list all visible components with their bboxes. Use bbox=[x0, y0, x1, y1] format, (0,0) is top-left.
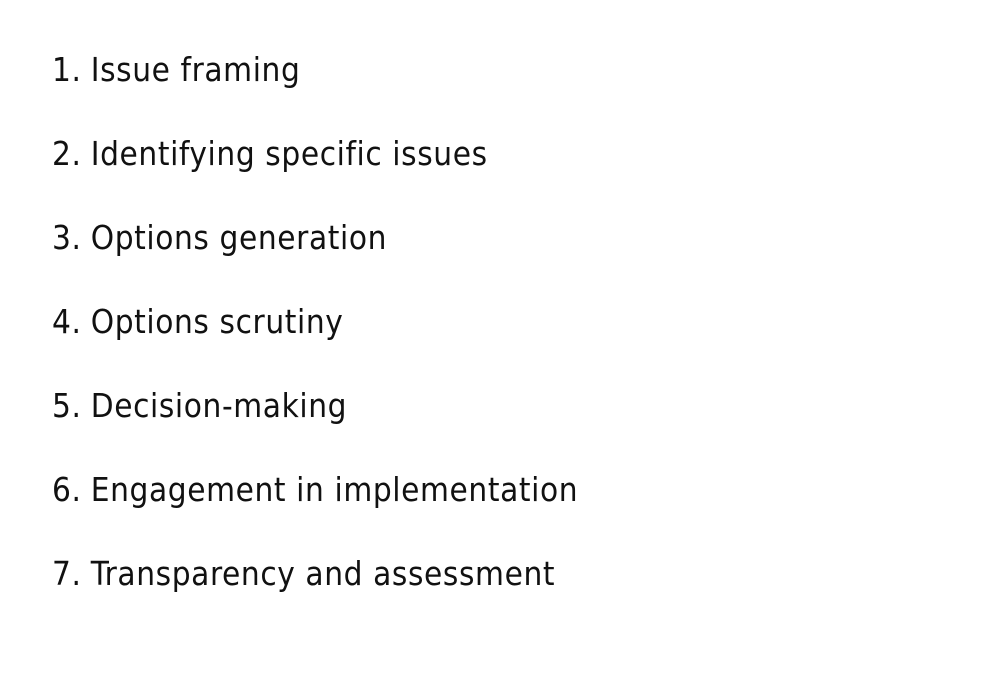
list-item-text: Issue framing bbox=[90, 50, 301, 89]
list-item: 5. Decision-making bbox=[52, 384, 578, 428]
list-item-number: 1. bbox=[52, 50, 82, 89]
list-item: 3. Options generation bbox=[52, 216, 578, 260]
list-item-text: Identifying specific issues bbox=[90, 134, 488, 173]
list-item-number: 4. bbox=[52, 302, 82, 341]
list-item-number: 3. bbox=[52, 218, 82, 257]
list-item-number: 6. bbox=[52, 470, 82, 509]
list-item-number: 2. bbox=[52, 134, 82, 173]
list-item: 7. Transparency and assessment bbox=[52, 552, 578, 596]
list-item: 6. Engagement in implementation bbox=[52, 468, 578, 512]
list-item-text: Options generation bbox=[90, 218, 387, 257]
list-item-text: Decision-making bbox=[90, 386, 348, 425]
list-item: 4. Options scrutiny bbox=[52, 300, 578, 344]
list-item-text: Engagement in implementation bbox=[90, 470, 579, 509]
list-item: 1. Issue framing bbox=[52, 48, 578, 92]
list-item-text: Options scrutiny bbox=[90, 302, 344, 341]
list-item-text: Transparency and assessment bbox=[90, 554, 556, 593]
list-item-number: 7. bbox=[52, 554, 82, 593]
list-item: 2. Identifying specific issues bbox=[52, 132, 578, 176]
list-item-number: 5. bbox=[52, 386, 82, 425]
numbered-list: 1. Issue framing 2. Identifying specific i… bbox=[52, 48, 578, 636]
